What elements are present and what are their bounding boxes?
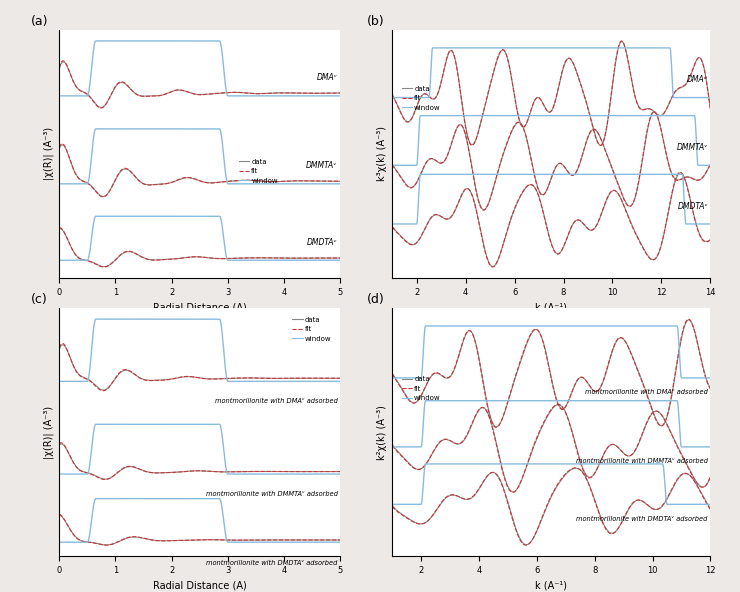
Legend: data, fit, window: data, fit, window [236,156,280,186]
Text: (c): (c) [31,293,48,306]
Text: DMAᵛ: DMAᵛ [317,73,337,82]
Text: DMMTAᵛ: DMMTAᵛ [306,161,337,170]
Text: (b): (b) [367,15,384,28]
Text: DMAᵛ: DMAᵛ [687,75,708,84]
Text: montmorillonite with DMAᵛ adsorbed: montmorillonite with DMAᵛ adsorbed [215,398,337,404]
Text: montmorillonite with DMAᵛ adsorbed: montmorillonite with DMAᵛ adsorbed [585,389,707,395]
Legend: data, fit, window: data, fit, window [289,314,334,345]
Text: DMMTAᵛ: DMMTAᵛ [676,143,708,152]
Y-axis label: k³χ(k) (A⁻³): k³χ(k) (A⁻³) [377,127,386,181]
Y-axis label: k²χ(k) (A⁻³): k²χ(k) (A⁻³) [377,405,386,459]
Text: montmorillonite with DMMTAᵛ adsorbed: montmorillonite with DMMTAᵛ adsorbed [576,458,707,465]
Legend: data, fit, window: data, fit, window [399,374,443,404]
Text: DMDTAᵛ: DMDTAᵛ [677,202,708,211]
X-axis label: k (A⁻¹): k (A⁻¹) [535,303,568,313]
X-axis label: k (A⁻¹): k (A⁻¹) [535,581,568,591]
Text: (a): (a) [31,15,49,28]
Legend: data, fit, window: data, fit, window [399,83,443,113]
X-axis label: Radial Distance (A): Radial Distance (A) [153,303,246,313]
Text: montmorillonite with DMDTAᵛ adsorbed: montmorillonite with DMDTAᵛ adsorbed [206,560,337,566]
Text: (d): (d) [367,293,385,306]
Text: montmorillonite with DMMTAᵛ adsorbed: montmorillonite with DMMTAᵛ adsorbed [206,491,337,497]
Text: DMDTAᵛ: DMDTAᵛ [307,238,337,247]
Y-axis label: |χ(R)| (A⁻³): |χ(R)| (A⁻³) [43,127,53,181]
Text: montmorillonite with DMDTAᵛ adsorbed: montmorillonite with DMDTAᵛ adsorbed [576,516,707,522]
Y-axis label: |χ(R)| (A⁻³): |χ(R)| (A⁻³) [43,406,53,459]
X-axis label: Radial Distance (A): Radial Distance (A) [153,581,246,591]
